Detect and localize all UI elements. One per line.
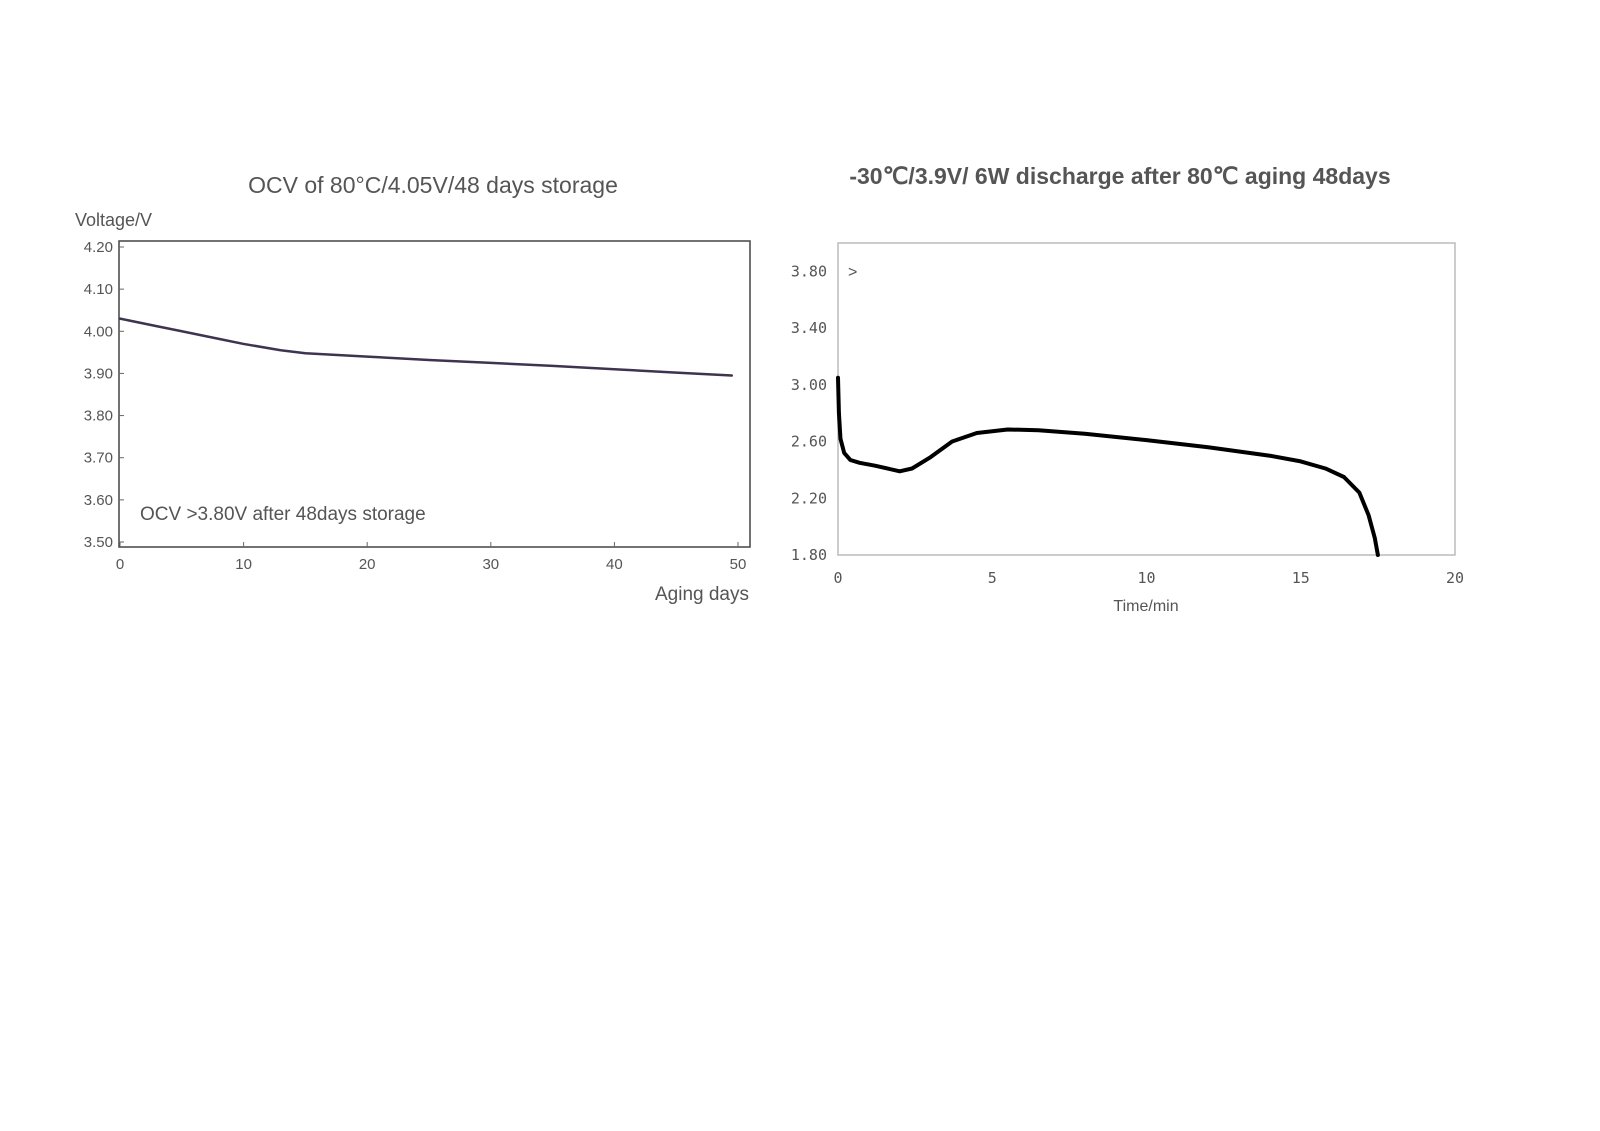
y-tick-label: 3.80 [791,262,827,280]
series-line [118,317,734,377]
y-tick-label: 3.60 [84,492,113,509]
x-tick-label: 20 [1446,569,1464,587]
x-tick-label: 40 [606,556,623,573]
x-axis-label: Aging days [655,584,749,605]
y-tick-label: 3.90 [84,365,113,382]
y-tick-label: 4.00 [84,323,113,340]
y-tick-label: 1.80 [791,546,827,564]
y-tick-label: 3.70 [84,450,113,467]
y-tick-label: 3.40 [791,319,827,337]
x-tick-label: 5 [988,569,997,587]
chart-title: -30℃/3.9V/ 6W discharge after 80℃ aging … [849,163,1390,189]
plot-frame [118,240,751,548]
annotation: OCV >3.80V after 48days storage [140,504,426,525]
x-tick-label: 30 [482,556,499,573]
x-tick-label: 10 [235,556,252,573]
y-tick-label: 3.80 [84,408,113,425]
x-tick-label: 0 [116,556,124,573]
x-tick-label: 50 [730,556,747,573]
y-tick-label: 4.10 [84,281,113,298]
x-axis-label: Time/min [1113,598,1178,615]
y-axis-label: > [848,264,857,281]
x-tick-label: 10 [1137,569,1155,587]
y-tick-label: 4.20 [84,239,113,256]
y-tick-label: 3.00 [791,376,827,394]
y-tick-label: 3.50 [84,534,113,551]
y-tick-label: 2.20 [791,489,827,507]
x-tick-label: 0 [833,569,842,587]
x-tick-label: 20 [359,556,376,573]
series-line [836,375,1380,557]
x-tick-label: 15 [1292,569,1310,587]
y-axis-label: Voltage/V [75,210,152,230]
chart-title: OCV of 80°C/4.05V/48 days storage [248,172,618,198]
y-tick-label: 2.60 [791,433,827,451]
plot-frame [837,242,1456,556]
